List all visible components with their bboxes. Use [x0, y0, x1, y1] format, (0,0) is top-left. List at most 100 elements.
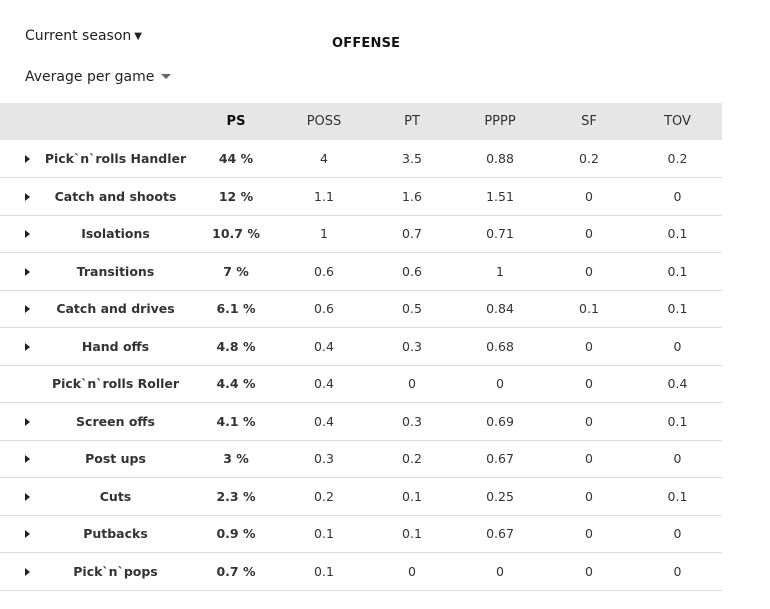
cell-pt: 0 [408, 376, 416, 392]
cell-poss[interactable]: 1.1 [314, 188, 334, 204]
play-type-name: Pick`n`rolls Handler [44, 151, 187, 166]
expand-triangle-icon[interactable] [24, 230, 30, 239]
play-type-name: Isolations [81, 226, 150, 242]
expand-triangle-icon[interactable] [24, 267, 30, 276]
expand-triangle-icon[interactable] [24, 417, 30, 426]
cell-tov[interactable]: 0.1 [667, 413, 688, 429]
row-expander[interactable] [0, 140, 38, 178]
table-row[interactable]: Catch and shoots 12 % 1.1 1.6 1.51 0 0 [0, 178, 722, 216]
cell-ps: 12 % [218, 188, 254, 204]
cell-pt[interactable]: 0.3 [402, 338, 422, 354]
cell-poss[interactable]: 0.1 [314, 526, 334, 542]
expand-triangle-icon[interactable] [24, 455, 30, 464]
season-dropdown[interactable]: Current season ▼ [25, 28, 142, 44]
cell-ps: 4.4 % [216, 376, 256, 392]
cell-tov[interactable]: 0.1 [667, 226, 688, 242]
cell-sf: 0 [585, 563, 593, 579]
table-row[interactable]: Transitions 7 % 0.6 0.6 1 0 0.1 [0, 253, 722, 291]
row-expander[interactable] [0, 553, 38, 591]
cell-tov: 0 [673, 451, 682, 467]
table-row[interactable]: Catch and drives 6.1 % 0.6 0.5 0.84 0.1 0.1 [0, 290, 722, 328]
cell-poss[interactable]: 0.4 [314, 413, 334, 429]
play-type-name: Catch and shoots [54, 188, 177, 204]
row-expander [0, 365, 38, 403]
expand-triangle-icon[interactable] [24, 305, 30, 314]
cell-tov[interactable]: 0.2 [667, 151, 688, 166]
cell-sf: 0 [585, 376, 593, 392]
cell-ps: 10.7 % [212, 226, 260, 242]
cell-pt[interactable]: 0.5 [402, 301, 422, 317]
cell-tov[interactable]: 0.1 [667, 263, 688, 279]
cell-pt[interactable]: 0.7 [402, 226, 422, 242]
table-header-row: PS POSS PT PPPP SF TOV [0, 103, 722, 140]
row-expander[interactable] [0, 253, 38, 291]
cell-pppp: 0.25 [486, 488, 514, 504]
cell-ps: 3 % [223, 451, 249, 467]
table-row[interactable]: Putbacks 0.9 % 0.1 0.1 0.67 0 0 [0, 515, 722, 553]
expand-triangle-icon[interactable] [24, 342, 30, 351]
header-poss[interactable]: POSS [306, 114, 342, 129]
cell-tov: 0 [673, 563, 682, 579]
cell-pt[interactable]: 1.6 [402, 188, 422, 204]
cell-ps: 7 % [223, 263, 249, 279]
cell-pt[interactable]: 0.3 [402, 413, 422, 429]
cell-poss[interactable]: 0.6 [314, 301, 334, 317]
cell-poss[interactable]: 0.4 [314, 338, 334, 354]
table-row[interactable]: Pick`n`pops 0.7 % 0.1 0 0 0 0 [0, 553, 722, 591]
row-expander[interactable] [0, 515, 38, 553]
expand-triangle-icon[interactable] [24, 567, 30, 576]
cell-sf: 0 [585, 451, 593, 467]
row-expander[interactable] [0, 328, 38, 366]
cell-ps: 44 % [218, 151, 254, 166]
row-expander[interactable] [0, 178, 38, 216]
cell-pppp: 0 [496, 563, 504, 579]
cell-poss[interactable]: 0.4 [314, 376, 334, 392]
cell-pt[interactable]: 0.6 [402, 263, 422, 279]
header-ps[interactable]: PS [226, 114, 246, 129]
expand-triangle-icon[interactable] [24, 155, 30, 163]
cell-tov[interactable]: 0.4 [667, 376, 688, 392]
play-type-name: Putbacks [83, 526, 148, 542]
cell-poss[interactable]: 1 [320, 226, 328, 242]
cell-tov[interactable]: 0.1 [667, 301, 688, 317]
expand-triangle-icon[interactable] [24, 530, 30, 539]
expand-triangle-icon[interactable] [24, 192, 30, 201]
cell-pt[interactable]: 0.1 [402, 488, 422, 504]
header-tov[interactable]: TOV [664, 114, 691, 129]
table-row[interactable]: Cuts 2.3 % 0.2 0.1 0.25 0 0.1 [0, 478, 722, 516]
cell-pt[interactable]: 0.1 [402, 526, 422, 542]
cell-poss[interactable]: 0.2 [314, 488, 334, 504]
cell-sf[interactable]: 0.1 [579, 301, 599, 317]
cell-pppp: 0 [496, 376, 504, 392]
expand-triangle-icon[interactable] [24, 492, 30, 501]
cell-sf: 0 [585, 263, 593, 279]
row-expander[interactable] [0, 215, 38, 253]
header-pppp[interactable]: PPPP [484, 114, 516, 129]
cell-pppp: 1.51 [486, 188, 514, 204]
row-expander[interactable] [0, 440, 38, 478]
table-row[interactable]: Post ups 3 % 0.3 0.2 0.67 0 0 [0, 440, 722, 478]
header-pt[interactable]: PT [404, 114, 420, 129]
cell-pt: 0 [408, 563, 416, 579]
cell-poss[interactable]: 0.1 [314, 563, 334, 579]
row-expander[interactable] [0, 290, 38, 328]
average-dropdown[interactable]: Average per game [25, 69, 172, 85]
cell-ps: 0.9 % [216, 526, 256, 542]
cell-poss[interactable]: 4 [320, 151, 328, 166]
row-expander[interactable] [0, 478, 38, 516]
cell-poss[interactable]: 0.3 [314, 451, 334, 467]
caret-down-icon: ▼ [134, 31, 142, 42]
header-sf[interactable]: SF [581, 114, 597, 129]
play-type-name: Pick`n`pops [73, 563, 158, 579]
cell-sf[interactable]: 0.2 [579, 151, 599, 166]
cell-tov[interactable]: 0.1 [667, 488, 688, 504]
cell-pt[interactable]: 3.5 [402, 151, 422, 166]
table-row[interactable]: Screen offs 4.1 % 0.4 0.3 0.69 0 0.1 [0, 403, 722, 441]
cell-ps: 4.8 % [216, 338, 256, 354]
table-row[interactable]: Hand offs 4.8 % 0.4 0.3 0.68 0 0 [0, 328, 722, 366]
table-row[interactable]: Isolations 10.7 % 1 0.7 0.71 0 0.1 [0, 215, 722, 253]
cell-poss[interactable]: 0.6 [314, 263, 334, 279]
cell-pt[interactable]: 0.2 [402, 451, 422, 467]
table-row[interactable]: Pick`n`rolls Handler 44 % 4 3.5 0.88 0.2 0.2 [0, 140, 722, 178]
row-expander[interactable] [0, 403, 38, 441]
